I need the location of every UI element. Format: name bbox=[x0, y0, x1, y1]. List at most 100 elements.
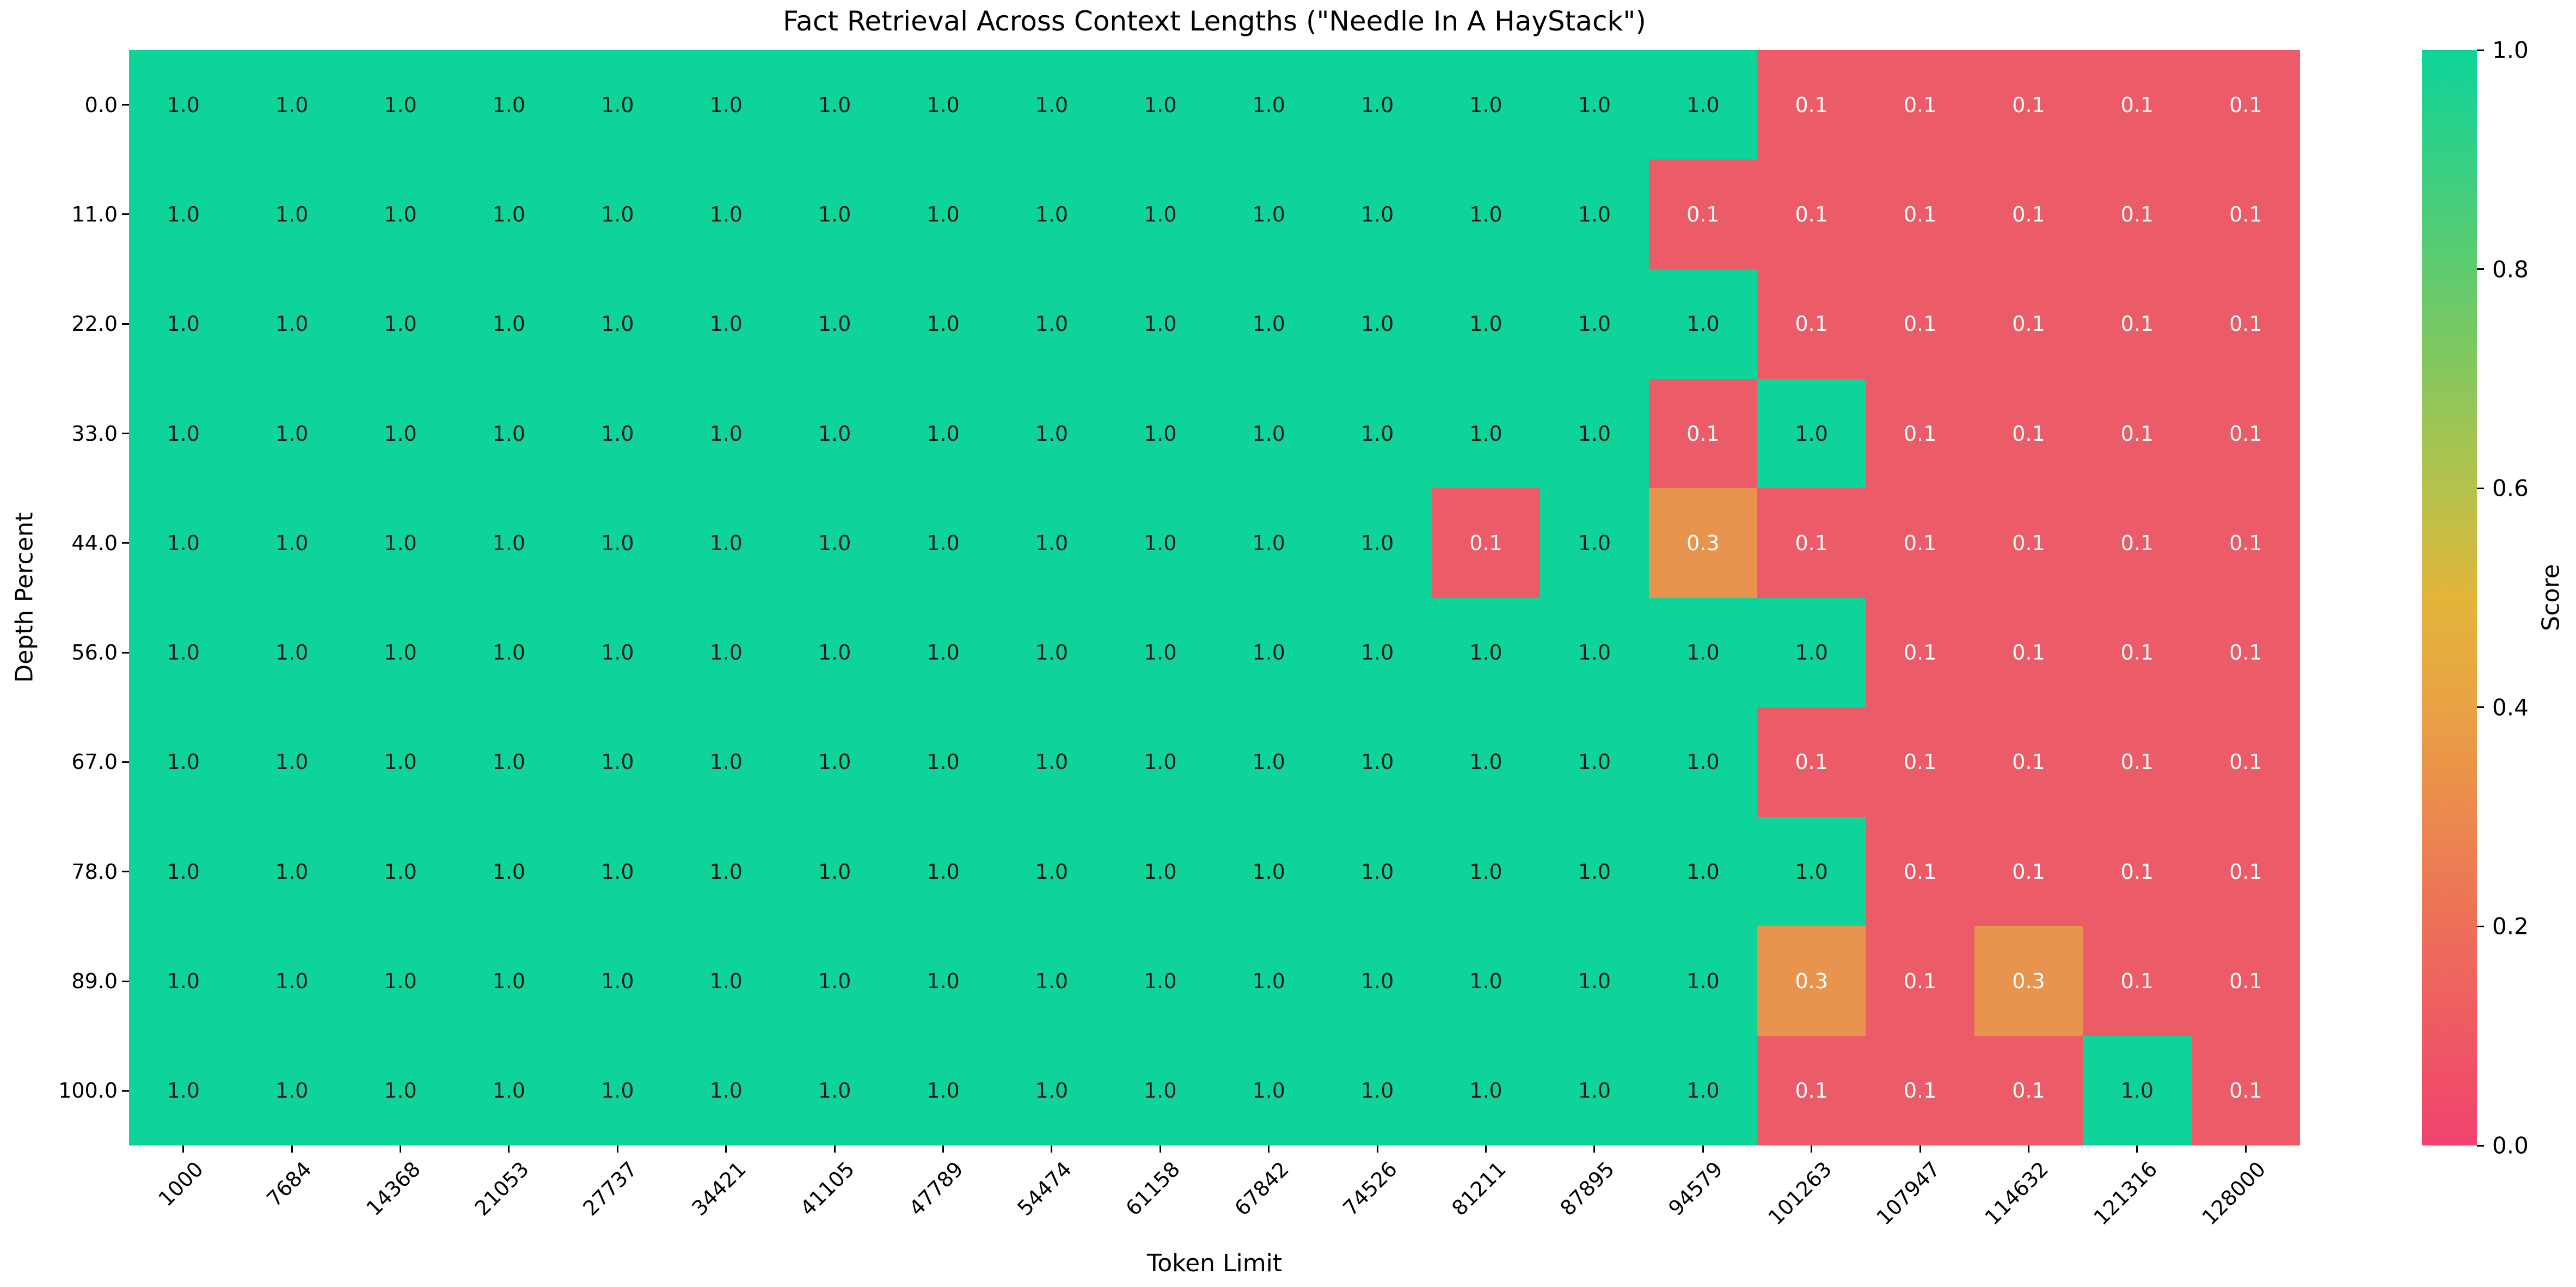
heatmap-cell: 0.1 bbox=[1866, 50, 1974, 160]
heatmap-cell: 0.1 bbox=[1757, 159, 1866, 269]
heatmap-grid: 1.0 1.0 1.0 1.0 1.0 1.0 1.0 1.0 1.0 1.0 1.0 1.0 1.0 1… bbox=[129, 50, 2300, 1146]
heatmap-cell: 0.1 bbox=[1974, 50, 2083, 160]
heatmap-cell: 1.0 bbox=[1323, 378, 1432, 489]
y-tick-label: 67.0 bbox=[71, 750, 118, 774]
heatmap-cell: 1.0 bbox=[888, 50, 998, 160]
heatmap-cell: 1.0 bbox=[1106, 378, 1215, 489]
heatmap-cell: 1.0 bbox=[455, 926, 563, 1036]
heatmap-cell: 1.0 bbox=[888, 1036, 998, 1146]
x-tick-label-text: 41105 bbox=[795, 1157, 860, 1221]
heatmap-cell: 1.0 bbox=[129, 817, 238, 927]
heatmap-cell: 0.1 bbox=[1866, 159, 1974, 269]
heatmap-cell: 0.1 bbox=[2191, 598, 2300, 707]
heatmap-cell: 0.1 bbox=[2083, 378, 2192, 489]
heatmap-cell: 0.3 bbox=[1648, 488, 1757, 598]
x-tick-label-text: 114632 bbox=[1980, 1157, 2053, 1230]
heatmap-cell: 1.0 bbox=[346, 378, 455, 489]
heatmap-cell: 1.0 bbox=[1540, 50, 1649, 160]
heatmap-cell: 1.0 bbox=[997, 598, 1106, 707]
heatmap-cell: 1.0 bbox=[1431, 269, 1541, 379]
heatmap-cell: 1.0 bbox=[129, 1036, 238, 1146]
heatmap-cell: 1.0 bbox=[1106, 269, 1215, 379]
heatmap-cell: 1.0 bbox=[1214, 707, 1323, 817]
heatmap-cell: 0.1 bbox=[1866, 707, 1974, 817]
x-tick-mark bbox=[1919, 1146, 1921, 1153]
x-tick-mark bbox=[1485, 1146, 1487, 1153]
heatmap-cell: 1.0 bbox=[129, 598, 238, 707]
heatmap-cell: 1.0 bbox=[780, 50, 889, 160]
heatmap-cell: 0.1 bbox=[1974, 817, 2083, 927]
colorbar-tick-mark bbox=[2477, 925, 2484, 927]
heatmap-cell: 0.1 bbox=[2191, 1036, 2300, 1146]
heatmap-cell: 0.1 bbox=[1866, 817, 1974, 927]
heatmap-cell: 0.1 bbox=[1974, 707, 2083, 817]
heatmap-cell: 1.0 bbox=[671, 817, 781, 927]
heatmap-cell: 1.0 bbox=[1431, 1036, 1541, 1146]
heatmap-cell: 1.0 bbox=[888, 817, 998, 927]
y-tick-label: 78.0 bbox=[71, 859, 118, 884]
heatmap-cell: 1.0 bbox=[1648, 598, 1757, 707]
colorbar-tick-label: 0.6 bbox=[2492, 475, 2529, 502]
colorbar-tick-label: 1.0 bbox=[2492, 36, 2529, 64]
heatmap-cell: 1.0 bbox=[671, 1036, 781, 1146]
heatmap-cell: 1.0 bbox=[346, 926, 455, 1036]
x-tick-label-text: 81211 bbox=[1447, 1157, 1511, 1221]
heatmap-cell: 1.0 bbox=[1106, 50, 1215, 160]
heatmap-cell: 1.0 bbox=[346, 50, 455, 160]
heatmap-cell: 0.1 bbox=[2083, 269, 2192, 379]
y-tick-label: 56.0 bbox=[71, 641, 118, 665]
heatmap-cell: 1.0 bbox=[1106, 926, 1215, 1036]
y-tick-mark bbox=[122, 871, 129, 873]
heatmap-cell: 1.0 bbox=[1106, 159, 1215, 269]
heatmap-cell: 1.0 bbox=[1431, 926, 1541, 1036]
y-tick-mark bbox=[122, 761, 129, 763]
heatmap-cell: 0.1 bbox=[2191, 488, 2300, 598]
heatmap-cell: 1.0 bbox=[1106, 707, 1215, 817]
heatmap-cell: 1.0 bbox=[346, 598, 455, 707]
heatmap-cell: 1.0 bbox=[563, 50, 672, 160]
heatmap-cell: 1.0 bbox=[237, 707, 346, 817]
heatmap-cell: 1.0 bbox=[1648, 50, 1757, 160]
y-tick-mark bbox=[122, 1089, 129, 1092]
colorbar-title: Score bbox=[2537, 564, 2565, 631]
heatmap-cell: 1.0 bbox=[888, 707, 998, 817]
heatmap-cell: 1.0 bbox=[1323, 488, 1432, 598]
heatmap-cell: 1.0 bbox=[1431, 50, 1541, 160]
x-tick-label-text: 128000 bbox=[2197, 1157, 2271, 1230]
x-tick-label-text: 14368 bbox=[361, 1157, 425, 1221]
heatmap-cell: 0.1 bbox=[1866, 926, 1974, 1036]
colorbar-tick-label: 0.4 bbox=[2492, 694, 2529, 721]
heatmap-cell: 1.0 bbox=[346, 707, 455, 817]
heatmap-cell: 0.1 bbox=[1648, 378, 1757, 489]
heatmap-cell: 1.0 bbox=[563, 817, 672, 927]
heatmap-cell: 0.1 bbox=[2083, 50, 2192, 160]
heatmap-cell: 1.0 bbox=[1540, 488, 1649, 598]
heatmap-cell: 0.1 bbox=[1974, 269, 2083, 379]
heatmap-cell: 1.0 bbox=[1323, 707, 1432, 817]
colorbar-tick-mark bbox=[2477, 1144, 2484, 1147]
heatmap-cell: 1.0 bbox=[237, 159, 346, 269]
x-tick-mark bbox=[616, 1146, 618, 1153]
heatmap-cell: 1.0 bbox=[129, 707, 238, 817]
heatmap-cell: 1.0 bbox=[455, 598, 563, 707]
heatmap-cell: 0.1 bbox=[1974, 598, 2083, 707]
heatmap-cell: 1.0 bbox=[1214, 488, 1323, 598]
heatmap-cell: 1.0 bbox=[780, 598, 889, 707]
x-tick-mark bbox=[1702, 1146, 1704, 1153]
heatmap-cell: 1.0 bbox=[1106, 598, 1215, 707]
x-tick-mark bbox=[400, 1146, 401, 1153]
heatmap-cell: 1.0 bbox=[1214, 378, 1323, 489]
y-tick-mark bbox=[122, 323, 129, 325]
heatmap-cell: 0.1 bbox=[2083, 598, 2192, 707]
heatmap-cell: 0.1 bbox=[2191, 926, 2300, 1036]
heatmap-cell: 0.1 bbox=[1866, 488, 1974, 598]
heatmap-cell: 1.0 bbox=[563, 378, 672, 489]
y-tick-label: 22.0 bbox=[71, 312, 118, 336]
heatmap-cell: 1.0 bbox=[237, 269, 346, 379]
heatmap-cell: 0.1 bbox=[1757, 488, 1866, 598]
heatmap-cell: 1.0 bbox=[237, 50, 346, 160]
heatmap-cell: 1.0 bbox=[1214, 269, 1323, 379]
heatmap-cell: 1.0 bbox=[888, 598, 998, 707]
x-tick-label-text: 34421 bbox=[687, 1157, 751, 1221]
